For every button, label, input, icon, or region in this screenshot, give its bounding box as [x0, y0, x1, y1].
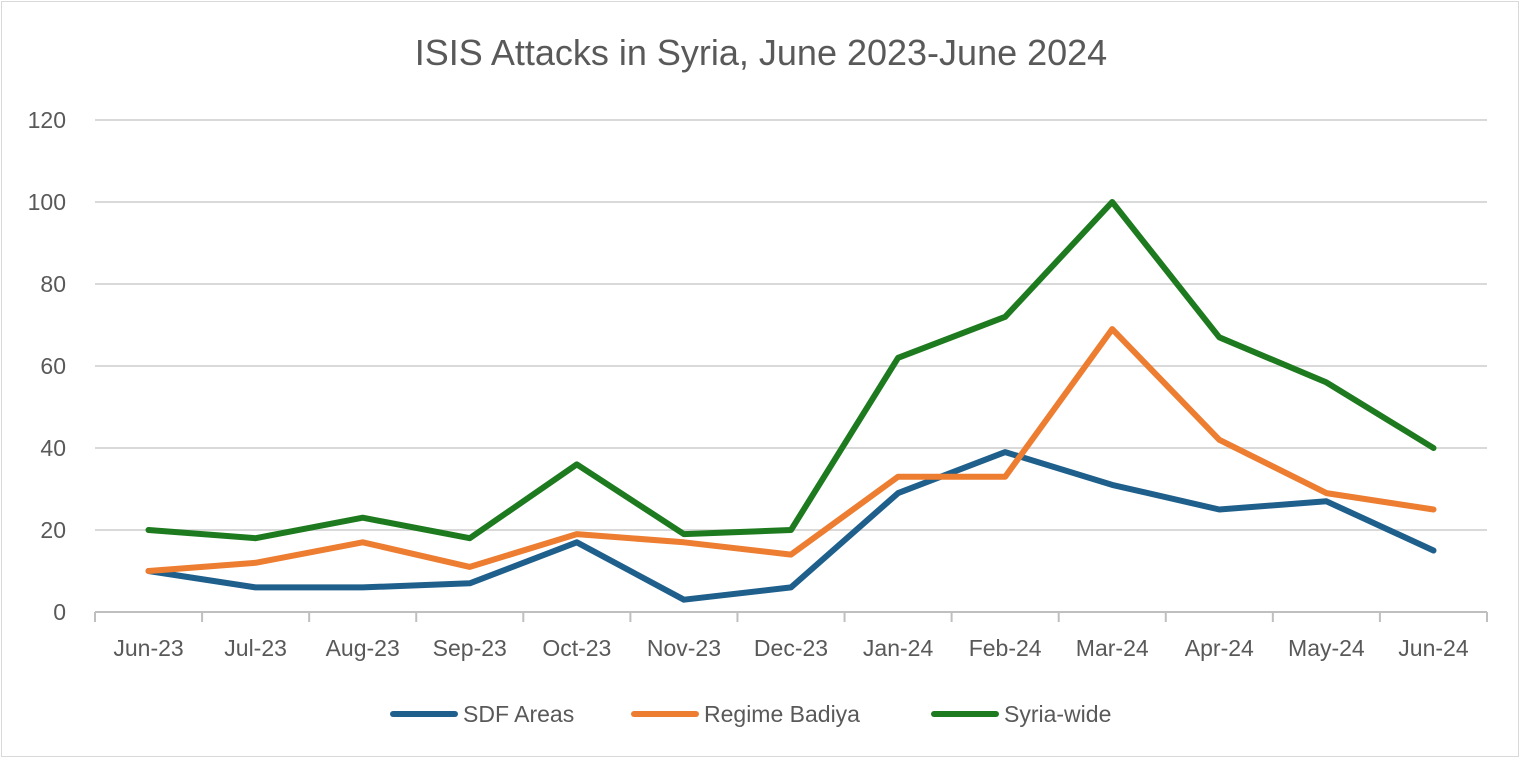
y-tick-label: 60: [40, 353, 66, 379]
x-tick-label: Aug-23: [326, 635, 400, 661]
x-tick-label: Jun-23: [113, 635, 183, 661]
x-tick-label: Oct-23: [542, 635, 611, 661]
legend-label: Syria-wide: [1004, 701, 1111, 727]
x-tick-label: Apr-24: [1185, 635, 1254, 661]
legend-label: Regime Badiya: [704, 701, 860, 727]
series-lines: [145, 199, 1437, 603]
x-tick-label: Jun-24: [1398, 635, 1469, 661]
chart-title: ISIS Attacks in Syria, June 2023-June 20…: [415, 32, 1107, 73]
y-tick-label: 0: [53, 599, 66, 625]
x-tick-label: Mar-24: [1076, 635, 1149, 661]
y-tick-label: 20: [40, 517, 66, 543]
x-tick-label: Nov-23: [647, 635, 721, 661]
x-tick-label: May-24: [1288, 635, 1365, 661]
y-tick-label: 80: [40, 271, 66, 297]
y-tick-label: 100: [28, 189, 66, 215]
x-tick-label: Jan-24: [863, 635, 934, 661]
legend-label: SDF Areas: [463, 701, 574, 727]
y-tick-label: 120: [28, 107, 66, 133]
gridlines: [95, 119, 1487, 531]
x-axis-tick-labels: Jun-23 Jul-23 Aug-23 Sep-23 Oct-23 Nov-23 Dec-…: [113, 635, 1468, 661]
series-line-2: [145, 199, 1437, 542]
x-tick-label: Dec-23: [754, 635, 828, 661]
x-tick-label: Feb-24: [969, 635, 1042, 661]
x-tick-label: Sep-23: [433, 635, 507, 661]
y-tick-label: 40: [40, 435, 66, 461]
legend: SDF Areas Regime Badiya Syria-wide: [390, 701, 1111, 727]
x-axis: [94, 611, 1488, 622]
y-axis-tick-labels: 0 20 40 60 80 100 120: [28, 107, 66, 625]
x-tick-label: Jul-23: [224, 635, 287, 661]
